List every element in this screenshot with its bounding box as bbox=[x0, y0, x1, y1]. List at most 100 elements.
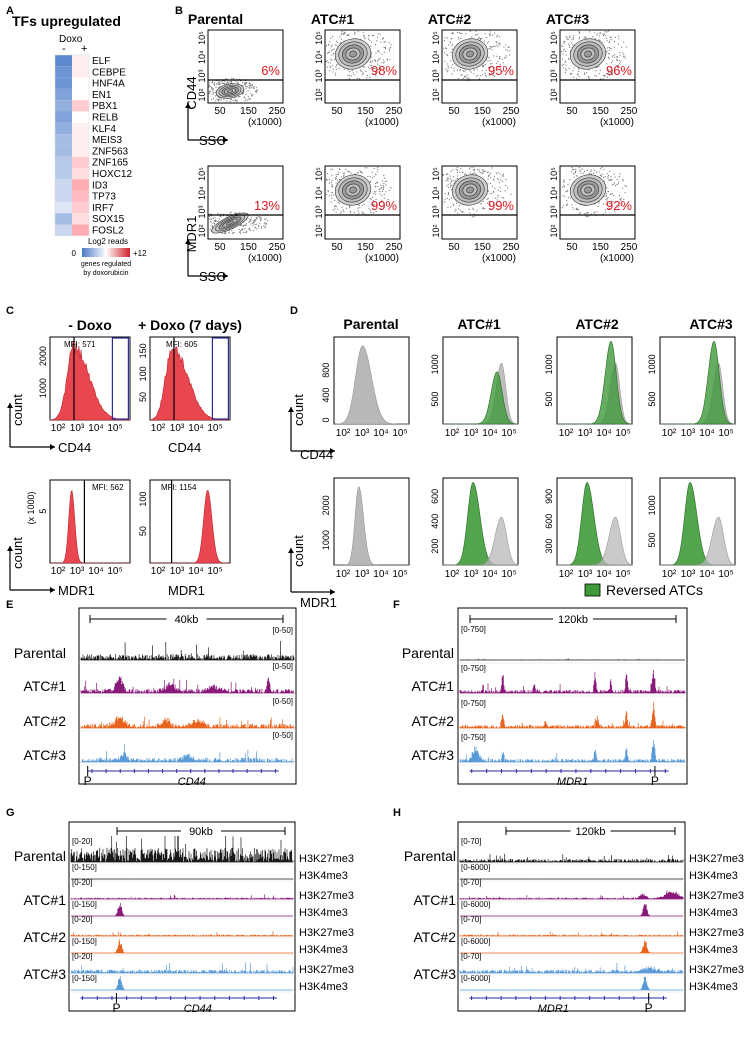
x-tick-label: 10⁴ bbox=[596, 428, 611, 439]
event-dot bbox=[209, 92, 211, 94]
event-dot bbox=[618, 181, 620, 183]
event-dot bbox=[342, 33, 344, 35]
event-dot bbox=[599, 40, 601, 42]
event-dot bbox=[563, 48, 565, 50]
track-range: [0-6000] bbox=[461, 937, 490, 946]
event-dot bbox=[583, 37, 585, 39]
gene-name: MDR1 bbox=[557, 776, 588, 788]
event-dot bbox=[371, 34, 373, 37]
event-dot bbox=[249, 85, 251, 87]
track-label: Parental bbox=[404, 848, 456, 864]
event-dot bbox=[375, 198, 377, 200]
event-dot bbox=[377, 186, 379, 188]
event-dot bbox=[230, 211, 232, 213]
event-dot bbox=[208, 86, 210, 88]
event-dot bbox=[378, 65, 380, 67]
event-dot bbox=[608, 71, 610, 73]
event-dot bbox=[331, 194, 333, 196]
event-dot bbox=[263, 225, 265, 227]
event-dot bbox=[617, 183, 619, 185]
event-dot bbox=[348, 75, 350, 77]
event-dot bbox=[257, 216, 259, 218]
event-dot bbox=[256, 228, 258, 230]
event-dot bbox=[253, 86, 255, 88]
y-tick-label: 10⁵ bbox=[314, 167, 324, 181]
h3k27me3-track bbox=[70, 836, 294, 863]
x-tick-label: 10⁵ bbox=[207, 423, 222, 434]
promoter-label: P bbox=[645, 1001, 653, 1015]
h3k4me3-track bbox=[70, 939, 294, 954]
track-label: ATC#1 bbox=[23, 892, 66, 908]
event-dot bbox=[462, 70, 464, 72]
x-tick-label: 10² bbox=[445, 428, 460, 439]
event-dot bbox=[249, 98, 251, 100]
event-dot bbox=[451, 45, 453, 47]
panel-letter-F: F bbox=[393, 599, 400, 611]
event-dot bbox=[372, 199, 374, 202]
event-dot bbox=[460, 168, 462, 170]
column-title: + Doxo (7 days) bbox=[138, 317, 242, 333]
event-dot bbox=[563, 184, 565, 186]
event-dot bbox=[453, 180, 455, 182]
event-dot bbox=[443, 201, 445, 203]
event-dot bbox=[450, 184, 452, 186]
event-dot bbox=[211, 93, 213, 95]
event-dot bbox=[232, 232, 234, 234]
panel-letter-E: E bbox=[6, 599, 13, 611]
panel-letter-H: H bbox=[393, 807, 401, 819]
event-dot bbox=[492, 74, 494, 76]
event-dot bbox=[208, 84, 210, 86]
event-dot bbox=[369, 64, 371, 67]
event-dot bbox=[453, 70, 455, 72]
event-dot bbox=[336, 44, 338, 46]
event-dot bbox=[373, 35, 375, 37]
event-dot bbox=[573, 67, 575, 69]
event-dot bbox=[216, 220, 218, 222]
event-dot bbox=[507, 46, 509, 48]
event-dot bbox=[380, 67, 382, 69]
event-dot bbox=[379, 191, 381, 193]
event-dot bbox=[497, 177, 499, 179]
event-dot bbox=[383, 41, 385, 43]
event-dot bbox=[228, 232, 230, 234]
track-range: [0-150] bbox=[72, 937, 97, 946]
event-dot bbox=[496, 172, 498, 174]
event-dot bbox=[502, 62, 504, 64]
legend-caption: by doxorubicin bbox=[83, 270, 128, 277]
x-tick-label: 250 bbox=[621, 242, 638, 253]
event-dot bbox=[327, 66, 329, 68]
event-dot bbox=[443, 39, 446, 42]
event-dot bbox=[496, 44, 498, 46]
event-dot bbox=[492, 72, 494, 74]
event-dot bbox=[587, 211, 589, 213]
event-dot bbox=[609, 47, 611, 49]
event-dot bbox=[486, 198, 488, 200]
event-dot bbox=[245, 85, 247, 87]
plot-frame bbox=[149, 479, 231, 564]
event-dot bbox=[375, 60, 377, 63]
event-dot bbox=[473, 170, 475, 172]
event-dot bbox=[220, 81, 222, 83]
histogram-plot: MFI: 605 10² 10³ 10⁴ 10⁵ 50 100 150 bbox=[138, 336, 231, 434]
heatmap-cell bbox=[55, 145, 72, 157]
event-dot bbox=[330, 58, 332, 60]
event-dot bbox=[609, 36, 611, 38]
event-dot bbox=[503, 197, 505, 199]
event-dot bbox=[605, 37, 608, 40]
event-dot bbox=[379, 193, 381, 195]
heatmap-cell bbox=[72, 190, 89, 202]
y-axis-label: count bbox=[10, 394, 25, 426]
event-dot bbox=[376, 181, 378, 183]
event-dot bbox=[495, 203, 497, 205]
event-dot bbox=[505, 185, 507, 187]
track-label: ATC#2 bbox=[23, 713, 66, 729]
h3k27me3-track bbox=[70, 931, 294, 937]
event-dot bbox=[621, 197, 623, 199]
heatmap-cell bbox=[72, 213, 89, 225]
event-dot bbox=[471, 36, 473, 38]
event-dot bbox=[459, 209, 461, 211]
event-dot bbox=[224, 232, 226, 235]
event-dot bbox=[493, 205, 495, 207]
event-dot bbox=[452, 43, 454, 45]
event-dot bbox=[338, 171, 340, 173]
